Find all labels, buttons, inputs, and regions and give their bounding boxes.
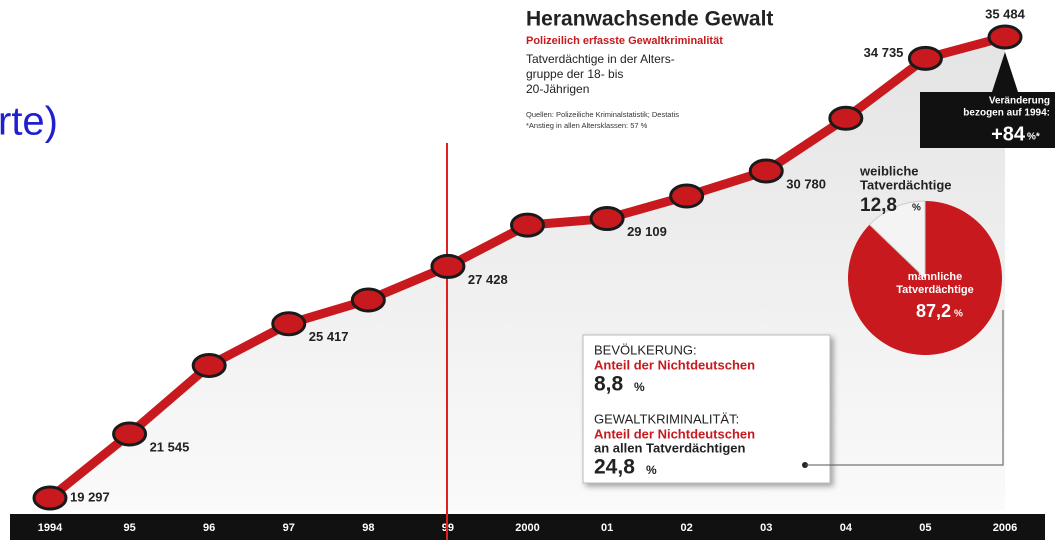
- point: [430, 253, 466, 279]
- pie-value-label: 12,8: [860, 195, 897, 216]
- point: [907, 45, 943, 71]
- x-tick-label: 03: [760, 522, 772, 534]
- info-box: [582, 334, 831, 484]
- data-label: 35 484: [985, 6, 1026, 21]
- info-line: Anteil der Nichtdeutschen: [594, 426, 755, 441]
- x-tick-label: 2000: [515, 522, 539, 534]
- info-value: 8,8: [594, 373, 624, 396]
- pie-category: Tatverdächtige: [860, 177, 952, 192]
- pie-value-label: 87,2: [916, 301, 951, 321]
- description: gruppe der 18- bis: [526, 67, 623, 81]
- x-tick-label: 04: [840, 522, 853, 534]
- description: Tatverdächtige in der Alters-: [526, 52, 675, 66]
- point: [987, 24, 1023, 50]
- point: [748, 158, 784, 184]
- pie-category: weibliche: [859, 163, 919, 178]
- point: [669, 183, 705, 209]
- info-line: an allen Tatverdächtigen: [594, 440, 746, 455]
- data-label: 34 735: [864, 45, 904, 60]
- change-label: bezogen auf 1994:: [963, 108, 1050, 119]
- point: [112, 421, 148, 447]
- pie-unit: %: [954, 309, 963, 320]
- x-tick-label: 05: [919, 522, 931, 534]
- info-heading: GEWALTKRIMINALITÄT:: [594, 411, 739, 426]
- change-unit: %*: [1027, 132, 1040, 143]
- data-label: 25 417: [309, 329, 349, 344]
- data-label: 21 545: [150, 439, 190, 454]
- description: 20-Jährigen: [526, 82, 589, 96]
- change-box: [920, 52, 1055, 148]
- pie-slice: [868, 200, 926, 280]
- data-label: 27 428: [468, 272, 508, 287]
- data-label: 19 297: [70, 489, 110, 504]
- point: [510, 212, 545, 238]
- x-tick-label: 95: [123, 522, 135, 534]
- connector: [805, 310, 1004, 466]
- x-tick-label: 1994: [38, 522, 63, 534]
- point: [350, 287, 386, 313]
- change-value: +84: [991, 123, 1026, 145]
- x-tick-label: 02: [681, 522, 693, 534]
- x-tick-label: 97: [283, 522, 295, 534]
- chart-title: Heranwachsende Gewalt: [526, 8, 773, 31]
- info-line: Anteil der Nichtdeutschen: [594, 357, 755, 372]
- info-unit: %: [646, 463, 657, 477]
- point: [589, 206, 625, 232]
- x-tick-label: 2006: [993, 522, 1017, 534]
- info-unit: %: [634, 380, 645, 394]
- change-label: Veränderung: [989, 96, 1050, 107]
- x-axis-bar: [10, 514, 1045, 540]
- data-label: 29 109: [627, 224, 667, 239]
- x-tick-label: 98: [362, 522, 374, 534]
- data-label: 30 780: [786, 176, 826, 191]
- pie-unit: %: [912, 203, 921, 214]
- pie-category: männliche: [908, 271, 962, 283]
- point: [32, 485, 68, 511]
- source: *Anstieg in allen Altersklassen: 57 %: [526, 121, 648, 130]
- info-value: 24,8: [594, 456, 635, 479]
- x-tick-label: 01: [601, 522, 613, 534]
- x-tick-label: 96: [203, 522, 215, 534]
- slide-text: rte): [0, 100, 58, 144]
- info-heading: BEVÖLKERUNG:: [594, 342, 697, 357]
- pie-category: Tatverdächtige: [896, 284, 973, 296]
- point: [191, 352, 227, 378]
- source: Quellen: Polizeiliche Kriminalstatistik;…: [526, 110, 679, 119]
- point: [271, 311, 307, 337]
- point: [828, 105, 864, 131]
- infographic: 1994959697989920000102030405200619 29721…: [10, 6, 1055, 540]
- chart-subtitle: Polizeilich erfasste Gewaltkriminalität: [526, 35, 723, 47]
